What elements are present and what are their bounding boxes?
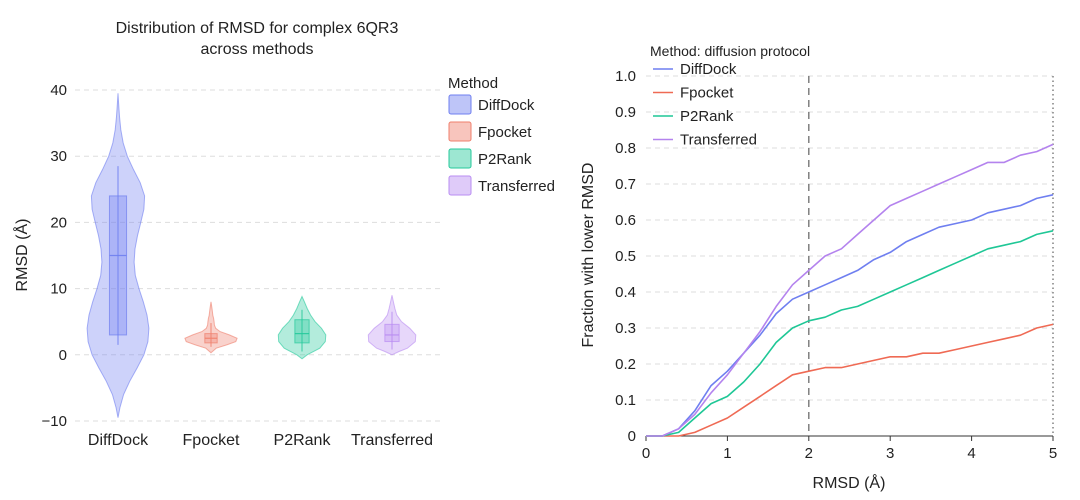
cdf-x-tick-label: 5 <box>1049 445 1057 462</box>
violin-x-tick-label: P2Rank <box>274 432 332 449</box>
cdf-legend-label: Fpocket <box>680 85 734 102</box>
cdf-series-line <box>646 230 1054 437</box>
cdf-x-tick-label: 2 <box>805 445 813 462</box>
cdf-y-tick-label: 0.4 <box>615 284 636 301</box>
cdf-legend-label: Transferred <box>680 132 757 149</box>
cdf-y-tick-label: 0.6 <box>615 212 636 229</box>
violin-legend-label: DiffDock <box>478 97 535 114</box>
violin-y-axis-label: RMSD (Å) <box>12 219 31 292</box>
cdf-series-line <box>646 143 1054 437</box>
violin-legend-swatch <box>448 121 472 142</box>
violin-plot: Distribution of RMSD for complex 6QR3 ac… <box>12 20 555 449</box>
cdf-x-tick-label: 1 <box>723 445 731 462</box>
violin-legend-swatch <box>448 94 472 115</box>
cdf-y-tick-label: 0.3 <box>615 320 636 337</box>
violin-box <box>384 323 400 343</box>
cdf-y-tick-label: 0 <box>628 428 636 445</box>
violin-legend-label: Transferred <box>478 178 555 195</box>
violin-x-tick-label: DiffDock <box>88 432 149 449</box>
violin-y-tick-label: −10 <box>42 413 67 430</box>
cdf-x-tick-label: 0 <box>642 445 650 462</box>
cdf-y-tick-label: 0.9 <box>615 104 636 121</box>
violin-title-line2: across methods <box>201 41 314 58</box>
violin-legend-label: Fpocket <box>478 124 532 141</box>
cdf-series-line <box>646 323 1054 437</box>
violin-y-tick-label: 10 <box>50 281 67 298</box>
cdf-legend-title: Method: diffusion protocol <box>650 43 810 59</box>
violin-legend-title: Method <box>448 75 498 92</box>
violin-y-tick-label: 0 <box>59 347 67 364</box>
cdf-x-tick-label: 3 <box>886 445 894 462</box>
cdf-legend-label: P2Rank <box>680 108 734 125</box>
violin-legend-swatch <box>448 175 472 196</box>
cdf-y-tick-label: 1.0 <box>615 68 636 85</box>
violin-y-tick-label: 30 <box>50 148 67 165</box>
violin-y-tick-label: 40 <box>50 82 67 99</box>
cdf-y-axis-label: Fraction with lower RMSD <box>580 163 597 348</box>
cdf-x-tick-label: 4 <box>967 445 975 462</box>
violin-legend-swatch <box>448 148 472 169</box>
violin-x-tick-label: Fpocket <box>183 432 240 449</box>
violin-legend-label: P2Rank <box>478 151 532 168</box>
violin-title-line1: Distribution of RMSD for complex 6QR3 <box>116 20 399 37</box>
cdf-x-axis-label: RMSD (Å) <box>813 473 886 492</box>
cdf-y-tick-label: 0.8 <box>615 140 636 157</box>
violin-box <box>294 319 310 344</box>
violin-x-tick-label: Transferred <box>351 432 433 449</box>
cdf-legend-label: DiffDock <box>680 61 737 78</box>
violin-y-tick-label: 20 <box>50 214 67 231</box>
cdf-series-line <box>646 194 1054 437</box>
cdf-y-tick-label: 0.1 <box>615 392 636 409</box>
violin-box <box>108 195 128 336</box>
cdf-y-tick-label: 0.7 <box>615 176 636 193</box>
cdf-y-tick-label: 0.2 <box>615 356 636 373</box>
cdf-y-tick-label: 0.5 <box>615 248 636 265</box>
